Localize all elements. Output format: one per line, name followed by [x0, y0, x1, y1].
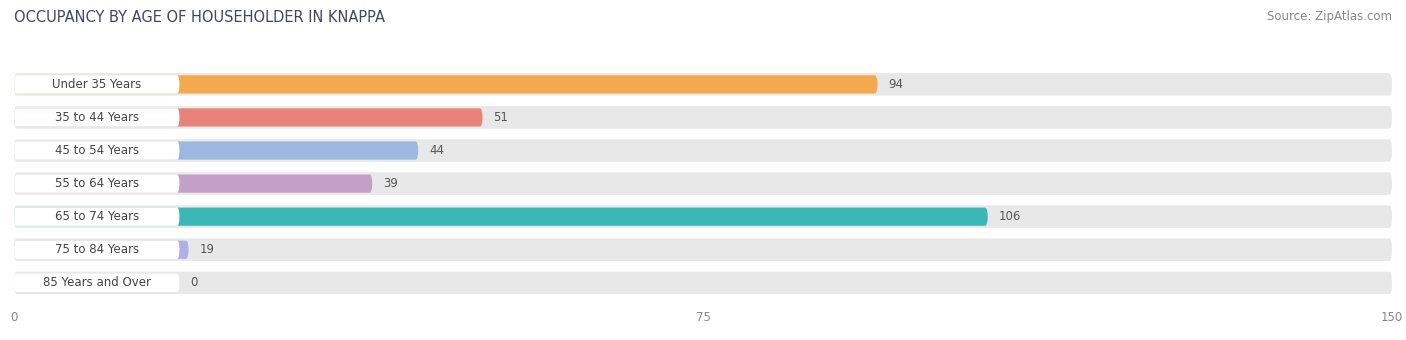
FancyBboxPatch shape	[14, 139, 1392, 162]
Text: 94: 94	[889, 78, 904, 91]
FancyBboxPatch shape	[14, 73, 1392, 96]
FancyBboxPatch shape	[14, 240, 180, 259]
Text: 19: 19	[200, 243, 215, 256]
FancyBboxPatch shape	[14, 108, 180, 127]
Text: 51: 51	[494, 111, 509, 124]
FancyBboxPatch shape	[14, 106, 1392, 129]
Text: Source: ZipAtlas.com: Source: ZipAtlas.com	[1267, 10, 1392, 23]
FancyBboxPatch shape	[14, 208, 988, 226]
FancyBboxPatch shape	[14, 241, 188, 259]
FancyBboxPatch shape	[14, 174, 373, 193]
FancyBboxPatch shape	[14, 172, 1392, 195]
FancyBboxPatch shape	[14, 272, 1392, 294]
Text: 85 Years and Over: 85 Years and Over	[42, 276, 150, 289]
Text: 106: 106	[998, 210, 1021, 223]
Text: 65 to 74 Years: 65 to 74 Years	[55, 210, 139, 223]
Text: 39: 39	[384, 177, 398, 190]
FancyBboxPatch shape	[14, 207, 180, 226]
Text: OCCUPANCY BY AGE OF HOUSEHOLDER IN KNAPPA: OCCUPANCY BY AGE OF HOUSEHOLDER IN KNAPP…	[14, 10, 385, 25]
Text: Under 35 Years: Under 35 Years	[52, 78, 142, 91]
FancyBboxPatch shape	[14, 75, 180, 94]
FancyBboxPatch shape	[14, 141, 418, 159]
FancyBboxPatch shape	[14, 141, 180, 160]
Text: 44: 44	[429, 144, 444, 157]
Text: 45 to 54 Years: 45 to 54 Years	[55, 144, 139, 157]
FancyBboxPatch shape	[14, 239, 1392, 261]
FancyBboxPatch shape	[14, 75, 877, 94]
FancyBboxPatch shape	[14, 108, 482, 126]
FancyBboxPatch shape	[14, 274, 180, 292]
Text: 55 to 64 Years: 55 to 64 Years	[55, 177, 139, 190]
Text: 75 to 84 Years: 75 to 84 Years	[55, 243, 139, 256]
Text: 0: 0	[190, 276, 198, 289]
FancyBboxPatch shape	[14, 205, 1392, 228]
FancyBboxPatch shape	[14, 174, 180, 193]
Text: 35 to 44 Years: 35 to 44 Years	[55, 111, 139, 124]
